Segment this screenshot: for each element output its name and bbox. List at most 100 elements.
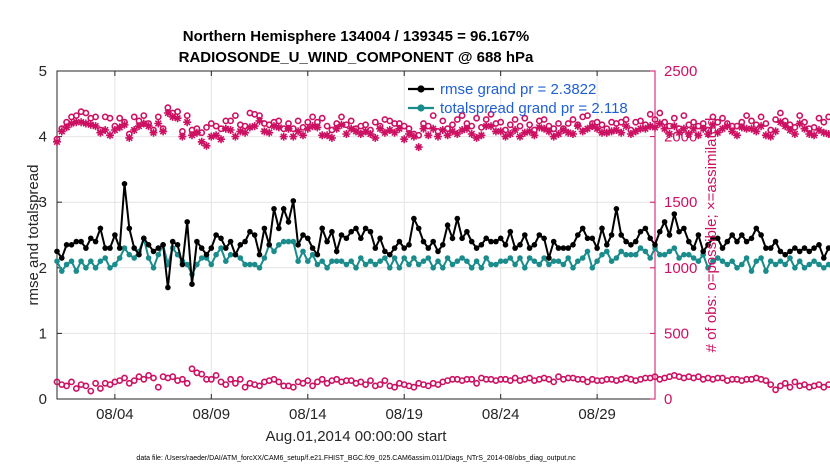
rmse-point — [353, 225, 359, 232]
obs-possible-lower-point — [135, 373, 143, 381]
obs-assimilated-point — [376, 124, 385, 133]
totalspread-point — [488, 261, 494, 268]
obs-possible-point — [323, 122, 331, 130]
obs-assimilated-point — [139, 119, 148, 128]
totalspread-point — [401, 255, 408, 261]
obs-assimilated-point — [347, 124, 356, 133]
rmse-point — [213, 232, 219, 238]
obs-possible-lower-point — [178, 375, 186, 383]
rmse-point — [507, 228, 514, 235]
obs-possible-point — [506, 121, 514, 129]
totalspread-point — [59, 268, 65, 274]
rmse-point — [435, 248, 441, 255]
obs-possible-lower-point — [801, 381, 808, 388]
totalspread-point — [570, 265, 576, 271]
rmse-point — [242, 238, 248, 245]
obs-assimilated-point — [197, 137, 206, 146]
totalspread-point — [497, 258, 504, 265]
obs-assimilated-point — [622, 122, 631, 131]
obs-assimilated-point — [805, 130, 814, 138]
legend-rmse-marker — [417, 85, 425, 93]
totalspread-point — [661, 251, 668, 258]
rmse-point — [560, 245, 567, 251]
obs-assimilated-point — [766, 132, 775, 141]
rmse-point — [63, 242, 70, 248]
obs-assimilated-point — [202, 141, 211, 150]
obs-possible-lower-point — [791, 378, 799, 386]
rmse-point — [821, 255, 827, 261]
obs-assimilated-point — [569, 130, 577, 138]
obs-possible-lower-point — [391, 383, 398, 391]
obs-possible-point — [670, 114, 678, 122]
obs-assimilated-point — [795, 119, 804, 128]
totalspread-point — [367, 258, 374, 265]
rmse-point — [459, 235, 465, 242]
totalspread-point — [666, 248, 673, 255]
rmse-point — [628, 242, 634, 248]
obs-assimilated-point — [323, 131, 332, 140]
obs-possible-point — [429, 112, 437, 119]
obs-assimilated-point — [130, 126, 139, 134]
totalspread-point — [333, 258, 340, 265]
obs-assimilated-point — [617, 128, 626, 137]
obs-assimilated-point — [236, 127, 245, 136]
series-obs-assimilated — [53, 109, 830, 152]
totalspread-point — [150, 265, 157, 271]
totalspread-point — [290, 238, 297, 245]
y-right-tick-label: 0 — [664, 391, 672, 408]
rmse-point — [141, 235, 147, 242]
rmse-point — [319, 225, 326, 232]
rmse-point — [367, 228, 374, 235]
obs-assimilated-point — [414, 143, 423, 152]
obs-assimilated-point — [607, 127, 616, 136]
obs-possible-lower-point — [545, 375, 553, 383]
obs-assimilated-point — [110, 126, 119, 134]
totalspread-point — [550, 258, 557, 265]
totalspread-point — [522, 265, 528, 271]
obs-possible-point — [777, 109, 784, 117]
obs-assimilated-point — [342, 130, 351, 138]
obs-possible-lower-point — [526, 374, 533, 382]
totalspread-point — [343, 261, 350, 268]
totalspread-point — [435, 258, 441, 265]
obs-assimilated-point — [506, 130, 515, 138]
totalspread-point — [112, 261, 118, 268]
y-right-tick-label: 500 — [664, 325, 689, 342]
obs-assimilated-point — [429, 124, 438, 133]
totalspread-point — [324, 265, 330, 271]
totalspread-point — [362, 261, 369, 268]
totalspread-point — [396, 265, 403, 271]
legend-spread-marker — [417, 104, 425, 112]
rmse-point — [743, 238, 750, 245]
obs-assimilated-point — [303, 124, 312, 133]
rmse-point — [155, 245, 162, 251]
rmse-point — [483, 235, 490, 242]
totalspread-point — [213, 251, 219, 258]
obs-possible-point — [227, 117, 234, 125]
totalspread-point — [338, 258, 345, 265]
rmse-line — [56, 183, 830, 288]
obs-assimilated-point — [188, 131, 196, 140]
totalspread-point — [767, 258, 774, 265]
obs-possible-point — [719, 114, 726, 122]
obs-assimilated-point — [713, 128, 722, 137]
obs-possible-point — [318, 114, 326, 122]
rmse-point — [512, 245, 518, 251]
obs-assimilated-point — [549, 132, 558, 141]
totalspread-point — [280, 238, 287, 245]
obs-possible-lower-point — [236, 375, 244, 383]
rmse-point — [333, 248, 340, 255]
y-right-tick-label: 1000 — [664, 260, 697, 277]
obs-assimilated-point — [385, 126, 394, 134]
obs-assimilated-point — [472, 133, 481, 142]
totalspread-point — [541, 255, 547, 261]
obs-possible-lower-point — [53, 378, 61, 386]
obs-assimilated-point — [115, 123, 124, 132]
totalspread-point — [681, 251, 687, 258]
legend-spread-label: totalspread grand pr = 2.118 — [440, 100, 628, 117]
rmse-point — [227, 238, 234, 245]
totalspread-point — [806, 261, 813, 268]
x-tick-label: 08/19 — [385, 406, 423, 423]
rmse-point — [613, 206, 620, 212]
totalspread-point — [526, 255, 533, 261]
